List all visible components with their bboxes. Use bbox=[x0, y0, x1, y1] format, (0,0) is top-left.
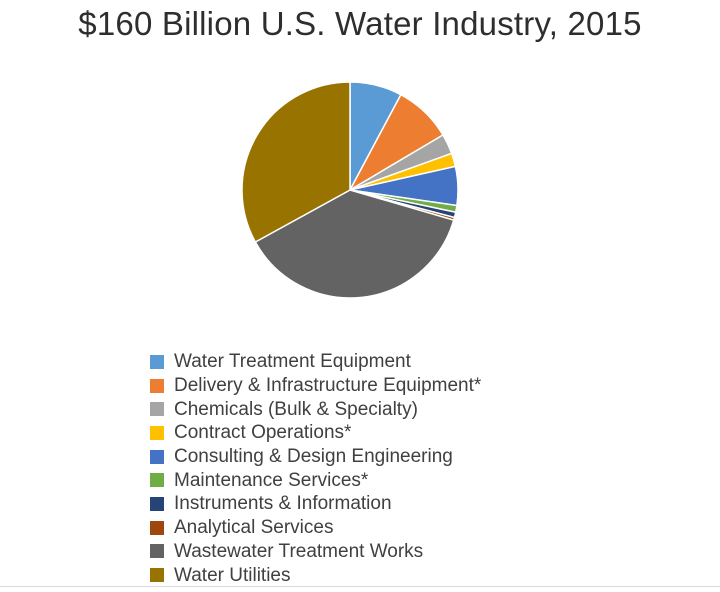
legend-swatch bbox=[150, 425, 164, 440]
legend-label: Chemicals (Bulk & Specialty) bbox=[174, 398, 418, 420]
legend-swatch bbox=[150, 520, 164, 535]
bottom-divider bbox=[0, 586, 720, 587]
legend-label: Maintenance Services* bbox=[174, 469, 369, 491]
chart-legend: Water Treatment Equipment Delivery & Infr… bbox=[150, 350, 481, 587]
legend-item: Consulting & Design Engineering bbox=[150, 445, 481, 469]
legend-label: Consulting & Design Engineering bbox=[174, 446, 453, 468]
legend-label: Contract Operations* bbox=[174, 422, 352, 444]
legend-swatch bbox=[150, 496, 164, 511]
legend-swatch bbox=[150, 449, 164, 464]
pie-slice bbox=[254, 189, 455, 299]
legend-item: Water Treatment Equipment bbox=[150, 350, 481, 374]
legend-item: Contract Operations* bbox=[150, 421, 481, 445]
legend-swatch bbox=[150, 378, 164, 393]
legend-item: Maintenance Services* bbox=[150, 468, 481, 492]
legend-label: Instruments & Information bbox=[174, 493, 392, 515]
legend-label: Analytical Services bbox=[174, 517, 334, 539]
legend-label: Delivery & Infrastructure Equipment* bbox=[174, 375, 482, 397]
legend-swatch bbox=[150, 544, 164, 559]
legend-item: Instruments & Information bbox=[150, 492, 481, 516]
legend-label: Water Treatment Equipment bbox=[174, 351, 411, 373]
legend-label: Water Utilities bbox=[174, 564, 291, 586]
legend-item: Analytical Services bbox=[150, 516, 481, 540]
chart-title: $160 Billion U.S. Water Industry, 2015 bbox=[78, 5, 642, 42]
legend-item: Delivery & Infrastructure Equipment* bbox=[150, 374, 481, 398]
pie-chart-svg bbox=[241, 81, 459, 299]
pie-chart bbox=[240, 80, 470, 310]
legend-item: Wastewater Treatment Works bbox=[150, 540, 481, 564]
legend-item: Water Utilities bbox=[150, 563, 481, 587]
legend-label: Wastewater Treatment Works bbox=[174, 540, 424, 562]
legend-swatch bbox=[150, 402, 164, 417]
pie-slice bbox=[241, 81, 351, 244]
legend-swatch bbox=[150, 568, 164, 583]
legend-swatch bbox=[150, 473, 164, 488]
legend-swatch bbox=[150, 354, 164, 369]
legend-item: Chemicals (Bulk & Specialty) bbox=[150, 397, 481, 421]
